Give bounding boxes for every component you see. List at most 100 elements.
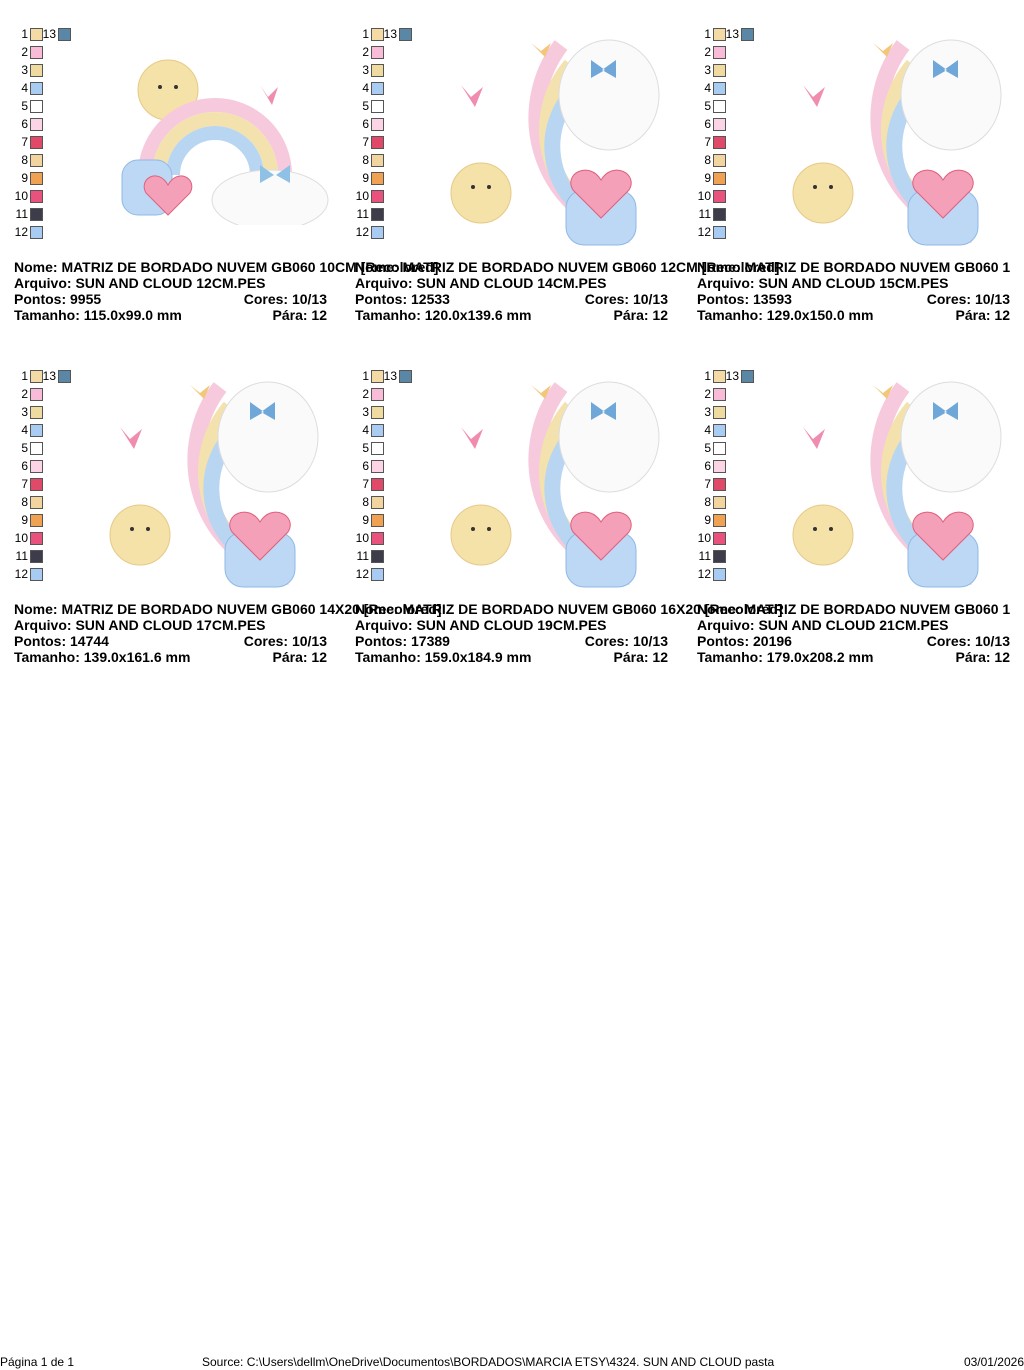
color-swatch	[713, 190, 726, 203]
stops-label: Pára:	[613, 649, 649, 665]
design-name: MATRIZ DE BORDADO NUVEM GB060 10CM [Reco…	[61, 259, 439, 275]
color-swatch	[58, 28, 71, 41]
stops-info: Pára: 12	[273, 307, 328, 323]
color-swatch	[30, 28, 43, 41]
color-number: 4	[704, 423, 711, 437]
color-swatch	[713, 388, 726, 401]
design-name: MATRIZ DE BORDADO NUVEM GB060 14X20 [Rec…	[61, 601, 442, 617]
color-number: 11	[698, 549, 711, 563]
color-number: 13	[42, 27, 56, 41]
color-number: 8	[21, 153, 28, 167]
color-swatch	[371, 442, 384, 455]
color-number: 7	[704, 477, 711, 491]
color-number: 7	[21, 135, 28, 149]
color-number: 4	[21, 81, 28, 95]
stops-info: Pára: 12	[956, 307, 1011, 323]
color-swatch	[371, 478, 384, 491]
color-swatch	[30, 568, 43, 581]
file-label: Arquivo:	[14, 617, 72, 633]
color-swatch	[58, 370, 71, 383]
color-swatch	[30, 208, 43, 221]
stitches-label: Pontos:	[355, 291, 408, 307]
color-swatch	[399, 370, 412, 383]
color-swatch	[30, 406, 43, 419]
color-swatch	[371, 82, 384, 95]
sun	[109, 504, 171, 566]
colors-info: Cores: 10/13	[585, 633, 668, 649]
color-swatch	[30, 226, 43, 239]
color-number: 8	[704, 153, 711, 167]
stops-info: Pára: 12	[273, 649, 328, 665]
color-number: 5	[21, 441, 28, 455]
color-swatch	[713, 64, 726, 77]
color-swatch	[371, 370, 384, 383]
stitches-label: Pontos:	[697, 633, 750, 649]
color-swatch	[713, 46, 726, 59]
stitch-count: 13593	[753, 291, 792, 307]
color-swatch	[30, 64, 43, 77]
color-number: 8	[362, 153, 369, 167]
color-swatch	[30, 190, 43, 203]
colors-info: Cores: 10/13	[244, 633, 327, 649]
design-preview	[450, 381, 660, 588]
design-name: MATRIZ DE BORDADO NUVEM GB060 16X20 [Rec…	[402, 601, 783, 617]
color-swatch	[713, 28, 726, 41]
color-number: 13	[725, 27, 739, 41]
color-number: 1	[704, 369, 711, 383]
design-preview	[109, 381, 319, 588]
stops-label: Pára:	[613, 307, 649, 323]
color-swatch	[713, 550, 726, 563]
stops-count: 12	[311, 649, 327, 665]
color-number: 6	[704, 117, 711, 131]
color-swatch	[371, 226, 384, 239]
color-swatch	[713, 154, 726, 167]
color-number: 8	[362, 495, 369, 509]
color-number: 7	[362, 477, 369, 491]
stops-label: Pára:	[272, 307, 308, 323]
color-number: 1	[362, 27, 369, 41]
color-number: 2	[362, 387, 369, 401]
color-swatch	[371, 550, 384, 563]
info-line: Tamanho: 139.0x161.6 mm	[14, 649, 190, 665]
colors-count: 10/13	[632, 291, 668, 307]
color-swatch	[371, 406, 384, 419]
color-number: 1	[362, 369, 369, 383]
stitch-count: 9955	[70, 291, 102, 307]
stops-info: Pára: 12	[614, 307, 669, 323]
date: 03/01/2026	[963, 1355, 1024, 1369]
file-label: Arquivo:	[355, 617, 413, 633]
design-name: MATRIZ DE BORDADO NUVEM GB060 1	[744, 601, 1011, 617]
color-swatch	[30, 460, 43, 473]
color-swatch	[371, 172, 384, 185]
color-swatch	[30, 442, 43, 455]
stops-label: Pára:	[955, 649, 991, 665]
color-number: 13	[725, 369, 739, 383]
info-line: Pontos: 12533	[355, 291, 450, 307]
file-label: Arquivo:	[355, 275, 413, 291]
colors-info: Cores: 10/13	[927, 633, 1010, 649]
color-swatch	[30, 100, 43, 113]
color-swatch	[30, 154, 43, 167]
color-swatch	[713, 532, 726, 545]
design-card: 1 2 3 4 5 6 7 8 9 10 11 12 13 Nome: MATRIZ DE BORDADO…	[0, 342, 442, 682]
design-preview	[121, 59, 329, 225]
color-number: 11	[15, 549, 28, 563]
color-number: 4	[362, 423, 369, 437]
design-size: 179.0x208.2 mm	[766, 649, 874, 665]
color-swatch	[713, 514, 726, 527]
color-number: 2	[362, 45, 369, 59]
file-name: SUN AND CLOUD 19CM.PES	[416, 617, 607, 633]
color-number: 8	[704, 495, 711, 509]
colors-count: 10/13	[632, 633, 668, 649]
stops-label: Pára:	[272, 649, 308, 665]
stitch-count: 17389	[411, 633, 450, 649]
color-number: 10	[14, 189, 28, 203]
info-line: Pontos: 14744	[14, 633, 109, 649]
color-swatch	[713, 82, 726, 95]
color-swatch	[371, 64, 384, 77]
color-number: 3	[362, 405, 369, 419]
color-number: 10	[355, 189, 369, 203]
name-label: Nome:	[697, 259, 741, 275]
color-number: 5	[704, 441, 711, 455]
color-swatch	[30, 172, 43, 185]
